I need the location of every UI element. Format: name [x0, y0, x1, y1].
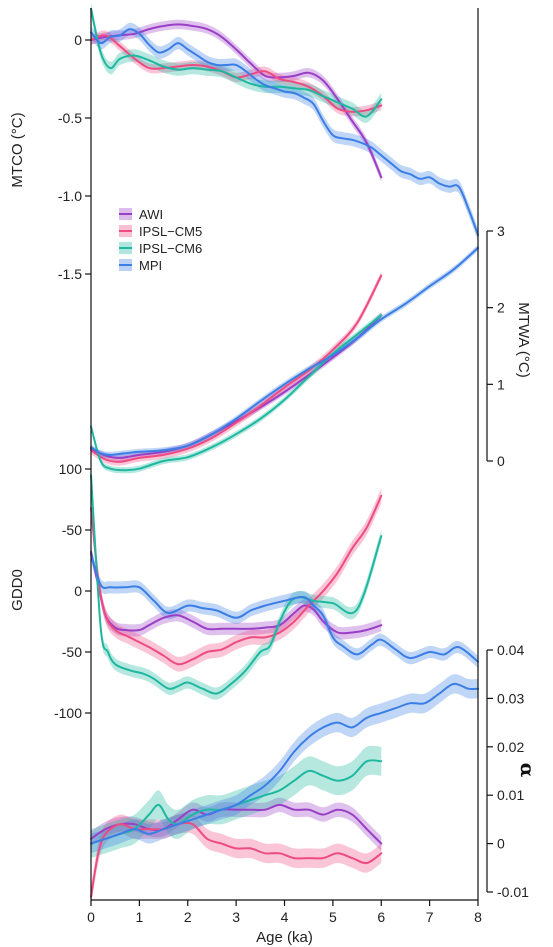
legend-label-ipsl-cm6: IPSL−CM6: [139, 241, 202, 256]
x-tick-label: 2: [184, 909, 192, 925]
series-lines: [90, 7, 479, 898]
gdd0-y-tick-label: -100: [54, 705, 82, 721]
mtco-y-tick-label: -0.5: [58, 110, 82, 126]
gdd0-y-axis-title: GDD0: [9, 569, 26, 611]
mtwa-band-mpi: [91, 244, 478, 458]
alpha-band-awi: [91, 797, 382, 851]
mtwa-line-ipsl-cm6: [90, 314, 383, 472]
alpha-y-tick-label: 0.01: [497, 787, 524, 803]
gdd0-y-tick-label: 100: [59, 461, 83, 477]
mtwa-y-axis-title: MTWA (°C): [515, 302, 532, 377]
alpha-y-tick-label: 0.04: [497, 642, 524, 658]
alpha-y-axis-title: α: [516, 763, 538, 778]
gdd0-line-ipsl-cm5: [90, 494, 383, 666]
mtco-band-ipsl-cm6: [91, 2, 382, 123]
alpha-y-tick-label: -0.01: [497, 884, 529, 900]
mtco-band-ipsl-cm5: [91, 30, 382, 117]
x-axis-title: Age (ka): [256, 929, 313, 946]
mtco-y-tick-label: 0: [74, 32, 82, 48]
gdd0-band-mpi: [91, 548, 478, 668]
mtwa-line-ipsl-cm5: [90, 274, 383, 463]
alpha-line-mpi: [90, 682, 479, 845]
x-tick-label: 6: [377, 909, 385, 925]
gdd0-y-tick-label: -50: [62, 522, 82, 538]
x-tick-label: 1: [135, 909, 143, 925]
alpha-band-ipsl-cm6: [91, 745, 382, 859]
gdd0-band-awi: [91, 545, 382, 640]
gdd0-line-mpi: [90, 553, 479, 663]
x-tick-label: 4: [281, 909, 289, 925]
mtco-line-mpi: [90, 28, 479, 236]
mtco-y-axis-title: MTCO (°C): [9, 112, 26, 187]
gdd0-line-awi: [90, 551, 383, 635]
legend-label-awi: AWI: [139, 207, 163, 222]
alpha-line-ipsl-cm5: [90, 821, 383, 898]
mtwa-y-tick-label: 2: [497, 300, 505, 316]
gdd0-y-tick-label: -50: [62, 644, 82, 660]
x-tick-label: 8: [474, 909, 482, 925]
alpha-y-tick-label: 0.02: [497, 739, 524, 755]
mtco-y-tick-label: -1.0: [58, 188, 82, 204]
x-tick-label: 5: [329, 909, 337, 925]
alpha-band-ipsl-cm5: [91, 813, 382, 907]
legend-label-ipsl-cm5: IPSL−CM5: [139, 224, 202, 239]
gdd0-band-ipsl-cm5: [91, 488, 382, 672]
mtwa-band-awi: [91, 312, 382, 462]
mtwa-y-tick-label: 0: [497, 453, 505, 469]
mtwa-y-tick-label: 1: [497, 376, 505, 392]
mtwa-line-mpi: [90, 246, 479, 456]
x-tick-label: 7: [426, 909, 434, 925]
legend-label-mpi: MPI: [139, 258, 162, 273]
mtwa-y-tick-label: 3: [497, 223, 505, 239]
gdd0-y-tick-label: 0: [74, 583, 82, 599]
mtco-y-tick-label: -1.5: [58, 266, 82, 282]
alpha-y-tick-label: 0: [497, 836, 505, 852]
x-tick-label: 3: [232, 909, 240, 925]
alpha-y-tick-label: 0.03: [497, 690, 524, 706]
legend: AWI IPSL−CM5 IPSL−CM6 MPI: [119, 207, 202, 273]
mtco-line-ipsl-cm6: [90, 7, 383, 118]
x-tick-label: 0: [87, 909, 95, 925]
